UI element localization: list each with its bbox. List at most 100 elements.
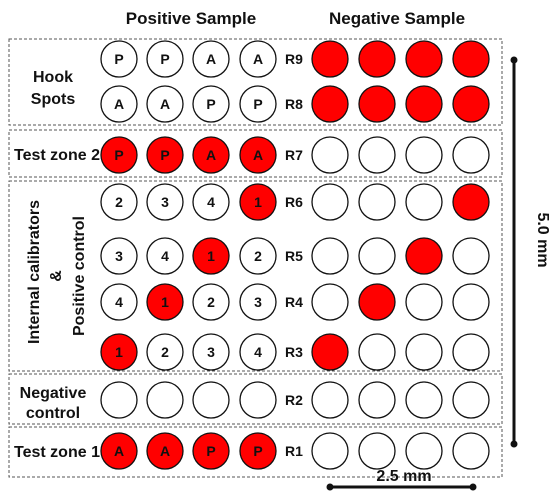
negative-spot-r4-1 bbox=[311, 283, 349, 321]
horizontal-scale-end-right bbox=[469, 483, 477, 491]
positive-spot-r8-1-label: A bbox=[114, 96, 124, 112]
positive-spot-r3-2-label: 2 bbox=[161, 344, 169, 360]
negative-spot-r5-1 bbox=[311, 237, 349, 275]
positive-spot-r3-4 bbox=[239, 333, 277, 371]
horizontal-scale-bar: 2.5 mm bbox=[326, 468, 477, 491]
negative-spot-r9-3 bbox=[405, 40, 443, 78]
positive-spot-r6-1-label: 2 bbox=[115, 194, 123, 210]
positive-spot-r7-2 bbox=[146, 136, 184, 174]
positive-spot-r7-3 bbox=[192, 136, 230, 174]
zone-boxes bbox=[8, 38, 503, 478]
negative-spot-r2-2 bbox=[358, 381, 396, 419]
negative-spot-r9-4 bbox=[452, 40, 490, 78]
negative-spot-r5-3 bbox=[405, 237, 443, 275]
row-label-r8: R8 bbox=[285, 96, 303, 112]
positive-spot-r9-1 bbox=[100, 40, 138, 78]
negative-spot-r8-3 bbox=[405, 85, 443, 123]
negative-spot-r5-4 bbox=[452, 237, 490, 275]
negative-spot-r3-4 bbox=[452, 333, 490, 371]
negative-spot-r4-2 bbox=[358, 283, 396, 321]
negative-spot-r8-4 bbox=[452, 85, 490, 123]
positive-spot-r1-3-label: P bbox=[206, 443, 215, 459]
internal-calibrators-box bbox=[8, 180, 503, 372]
positive-spot-r2-1 bbox=[100, 381, 138, 419]
negative-sample-header: Negative Sample bbox=[329, 9, 465, 28]
positive-spot-r4-1-label: 4 bbox=[115, 294, 123, 310]
positive-spot-r4-4 bbox=[239, 283, 277, 321]
row-label-r3: R3 bbox=[285, 344, 303, 360]
vertical-scale-end-top bbox=[510, 56, 518, 64]
positive-spot-r6-3 bbox=[192, 183, 230, 221]
positive-spot-r3-1-label: 1 bbox=[115, 344, 123, 360]
row-label-r6: R6 bbox=[285, 194, 303, 210]
positive-spot-r7-4 bbox=[239, 136, 277, 174]
positive-spot-r3-3 bbox=[192, 333, 230, 371]
positive-spot-r6-2 bbox=[146, 183, 184, 221]
ampersand-label: & bbox=[48, 270, 65, 282]
negative-spot-r3-2 bbox=[358, 333, 396, 371]
positive-spot-r5-1 bbox=[100, 237, 138, 275]
negative-spot-r3-1 bbox=[311, 333, 349, 371]
positive-spot-r8-3-label: P bbox=[206, 96, 215, 112]
positive-spot-r9-4-label: A bbox=[253, 51, 263, 67]
positive-spot-r6-4 bbox=[239, 183, 277, 221]
row-label-r9: R9 bbox=[285, 51, 303, 67]
internal-calibrators-label: Internal calibrators bbox=[26, 200, 43, 344]
negative-spot-r7-2 bbox=[358, 136, 396, 174]
positive-spot-r4-3 bbox=[192, 283, 230, 321]
negative-spot-r7-3 bbox=[405, 136, 443, 174]
positive-spot-r2-2 bbox=[146, 381, 184, 419]
positive-spot-r5-2-label: 4 bbox=[161, 248, 169, 264]
positive-spot-r7-1-label: P bbox=[114, 147, 123, 163]
negative-spot-r9-2 bbox=[358, 40, 396, 78]
negative-control-line2: control bbox=[26, 405, 80, 422]
positive-spot-r4-1 bbox=[100, 283, 138, 321]
negative-spot-r5-2 bbox=[358, 237, 396, 275]
positive-spot-r1-1-label: A bbox=[114, 443, 124, 459]
negative-spot-r6-4 bbox=[452, 183, 490, 221]
hook-label-line2: Spots bbox=[31, 91, 76, 108]
positive-spot-r5-1-label: 3 bbox=[115, 248, 123, 264]
positive-spot-r6-2-label: 3 bbox=[161, 194, 169, 210]
positive-spot-r7-2-label: P bbox=[160, 147, 169, 163]
positive-spot-r5-2 bbox=[146, 237, 184, 275]
vertical-scale-end-bottom bbox=[510, 440, 518, 448]
positive-spot-r8-3 bbox=[192, 85, 230, 123]
test-zone-1-box bbox=[8, 426, 503, 478]
negative-spot-r3-3 bbox=[405, 333, 443, 371]
horizontal-scale-end-left bbox=[326, 483, 334, 491]
positive-spot-r5-3-label: 1 bbox=[207, 248, 215, 264]
test-zone-2-label: Test zone 2 bbox=[14, 147, 100, 164]
negative-spot-r6-3 bbox=[405, 183, 443, 221]
row-label-r5: R5 bbox=[285, 248, 303, 264]
row-label-r1: R1 bbox=[285, 443, 303, 459]
negative-control-box bbox=[8, 373, 503, 425]
positive-control-label: Positive control bbox=[71, 216, 88, 336]
positive-spot-r4-3-label: 2 bbox=[207, 294, 215, 310]
positive-spot-r9-3 bbox=[192, 40, 230, 78]
negative-spot-r1-3 bbox=[405, 432, 443, 470]
negative-spot-r6-1 bbox=[311, 183, 349, 221]
negative-spot-r2-3 bbox=[405, 381, 443, 419]
positive-spot-r3-1 bbox=[100, 333, 138, 371]
positive-spot-r1-2-label: A bbox=[160, 443, 170, 459]
negative-spot-r9-1 bbox=[311, 40, 349, 78]
vertical-scale-label: 5.0 mm bbox=[534, 212, 550, 267]
positive-spot-r4-4-label: 3 bbox=[254, 294, 262, 310]
negative-spot-r2-4 bbox=[452, 381, 490, 419]
positive-spot-r5-4-label: 2 bbox=[254, 248, 262, 264]
negative-spot-r6-2 bbox=[358, 183, 396, 221]
hook-label-line1: Hook bbox=[33, 69, 73, 86]
positive-spot-r2-3 bbox=[192, 381, 230, 419]
positive-spot-r9-2-label: P bbox=[160, 51, 169, 67]
positive-spot-r9-1-label: P bbox=[114, 51, 123, 67]
positive-spot-r5-3 bbox=[192, 237, 230, 275]
positive-spot-r8-2-label: A bbox=[160, 96, 170, 112]
negative-spot-r8-2 bbox=[358, 85, 396, 123]
positive-spot-r2-4 bbox=[239, 381, 277, 419]
test-zone-1-label: Test zone 1 bbox=[14, 444, 100, 461]
negative-spot-r4-3 bbox=[405, 283, 443, 321]
negative-spot-r1-2 bbox=[358, 432, 396, 470]
negative-spot-r7-4 bbox=[452, 136, 490, 174]
